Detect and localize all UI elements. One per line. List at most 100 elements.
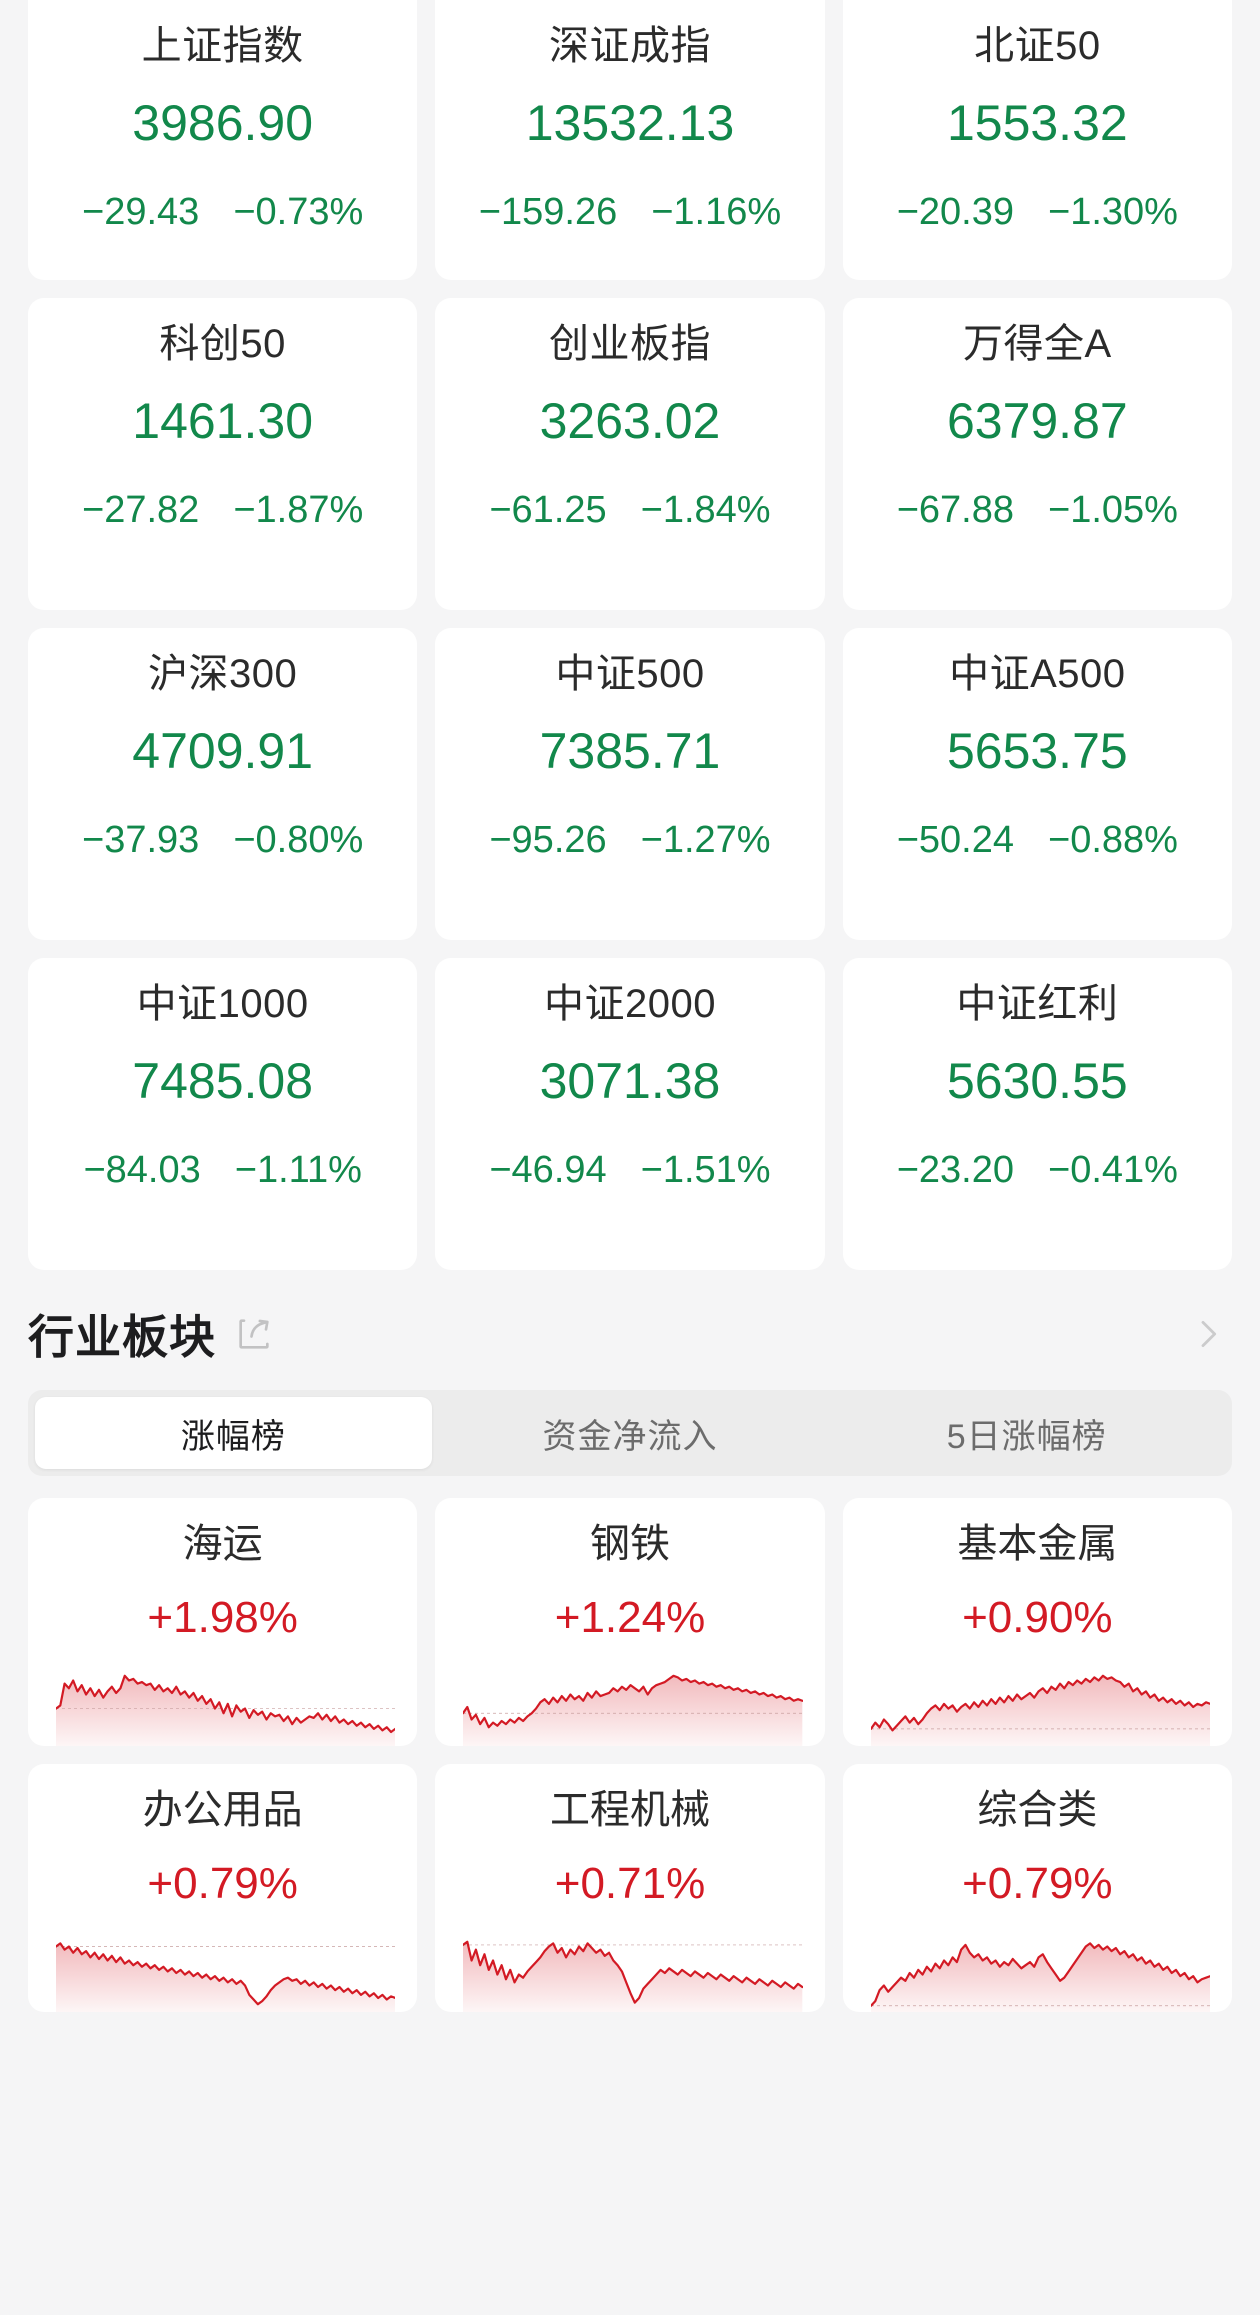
section-title: 行业板块 [28,1311,216,1363]
index-change-absolute: −20.39 [896,191,1014,233]
index-name: 中证红利 [956,982,1119,1026]
tab-1[interactable]: 资金净流入 [542,1417,718,1456]
sector-sparkline [870,1668,1210,1746]
sector-sparkline [463,1668,803,1746]
sector-card[interactable]: 基本金属 +0.90% [842,1498,1232,1746]
index-card[interactable]: 中证1000 7485.08 −84.03 −1.11% [28,958,418,1270]
index-name: 上证指数 [141,24,304,68]
index-change-absolute: −27.82 [82,489,200,531]
index-change-percent: −0.88% [1048,819,1178,861]
sector-name: 工程机械 [549,1788,710,1832]
external-link-icon[interactable] [234,1314,274,1354]
sector-name: 综合类 [977,1788,1098,1832]
index-change-percent: −0.41% [1048,1149,1178,1191]
index-value: 4709.91 [132,723,314,779]
index-change-percent: −1.84% [640,489,771,531]
index-name: 万得全A [962,322,1112,366]
index-name: 深证成指 [548,24,711,68]
sector-card[interactable]: 工程机械 +0.71% [435,1764,825,2012]
index-change-percent: −1.51% [640,1149,771,1191]
index-value: 7485.08 [132,1053,314,1109]
sector-card[interactable]: 办公用品 +0.79% [28,1764,418,2012]
sector-name: 钢铁 [589,1522,670,1566]
sector-grid: 海运 +1.98% 钢铁 +1.24% 基本金属 +0.90% 办公用品 +0.79% 工程机械… [0,1476,1260,2012]
index-change-absolute: −37.93 [82,819,200,861]
index-change-absolute: −23.20 [896,1149,1014,1191]
index-name: 北证50 [974,24,1101,68]
tab-0[interactable]: 涨幅榜 [35,1397,432,1469]
tab-2[interactable]: 5日涨幅榜 [946,1417,1107,1456]
index-change-row: −159.26 −1.16% [435,191,824,234]
index-change-percent: −1.16% [651,191,782,233]
sector-change-percent: +0.90% [962,1593,1113,1642]
index-name: 中证500 [555,652,705,696]
index-change-row: −50.24 −0.88% [843,819,1232,862]
index-name: 沪深300 [148,652,298,696]
index-card[interactable]: 中证红利 5630.55 −23.20 −0.41% [842,958,1232,1270]
index-change-row: −95.26 −1.27% [435,819,824,862]
index-change-percent: −1.30% [1048,191,1178,233]
index-name: 中证1000 [136,982,309,1026]
index-card[interactable]: 上证指数 3986.90 −29.43 −0.73% [28,0,418,280]
index-change-absolute: −84.03 [83,1149,201,1191]
sector-name: 海运 [182,1522,263,1566]
index-value: 3071.38 [539,1053,721,1109]
index-change-percent: −1.27% [640,819,771,861]
index-value: 7385.71 [539,723,721,779]
index-card[interactable]: 中证A500 5653.75 −50.24 −0.88% [842,628,1232,940]
index-change-row: −61.25 −1.84% [435,489,824,532]
index-card[interactable]: 深证成指 13532.13 −159.26 −1.16% [435,0,825,280]
sector-sparkline [463,1934,803,2012]
index-change-row: −20.39 −1.30% [843,191,1232,234]
index-change-percent: −1.05% [1048,489,1178,531]
sector-card[interactable]: 综合类 +0.79% [842,1764,1232,2012]
index-name: 中证A500 [949,652,1126,696]
index-value: 13532.13 [525,95,735,151]
sector-name: 基本金属 [957,1522,1118,1566]
sector-card[interactable]: 钢铁 +1.24% [435,1498,825,1746]
index-card[interactable]: 北证50 1553.32 −20.39 −1.30% [842,0,1232,280]
index-change-absolute: −159.26 [478,191,618,233]
index-change-absolute: −29.43 [82,191,200,233]
index-value: 1461.30 [132,393,314,449]
index-change-row: −46.94 −1.51% [435,1149,824,1192]
index-card[interactable]: 创业板指 3263.02 −61.25 −1.84% [435,298,825,610]
index-name: 中证2000 [544,982,716,1026]
sector-sparkline [870,1934,1210,2012]
sector-change-percent: +1.98% [147,1593,298,1642]
sector-card[interactable]: 海运 +1.98% [28,1498,418,1746]
index-change-percent: −1.87% [233,489,364,531]
index-change-percent: −1.11% [234,1149,362,1191]
index-value: 6379.87 [946,393,1128,449]
index-card[interactable]: 科创50 1461.30 −27.82 −1.87% [28,298,418,610]
index-card[interactable]: 中证2000 3071.38 −46.94 −1.51% [435,958,825,1270]
index-grid: 上证指数 3986.90 −29.43 −0.73% 深证成指 13532.13 −159.… [28,0,1232,1270]
sector-change-percent: +0.71% [554,1859,706,1908]
sector-name: 办公用品 [142,1788,303,1832]
index-change-absolute: −61.25 [489,489,607,531]
sector-sparkline [56,1668,396,1746]
index-change-row: −84.03 −1.11% [28,1149,417,1192]
index-change-row: −23.20 −0.41% [843,1149,1232,1192]
index-change-absolute: −67.88 [896,489,1014,531]
index-value: 3263.02 [539,393,721,449]
index-card[interactable]: 万得全A 6379.87 −67.88 −1.05% [842,298,1232,610]
index-value: 5630.55 [946,1053,1128,1109]
index-card[interactable]: 沪深300 4709.91 −37.93 −0.80% [28,628,418,940]
index-name: 科创50 [159,322,286,366]
index-name: 创业板指 [548,322,711,366]
index-change-percent: −0.80% [233,819,364,861]
index-change-percent: −0.73% [233,191,364,233]
index-change-absolute: −95.26 [489,819,607,861]
chevron-right-icon[interactable] [1188,1314,1232,1354]
index-change-absolute: −50.24 [896,819,1014,861]
index-value: 5653.75 [946,723,1128,779]
index-value: 1553.32 [946,95,1128,151]
index-card[interactable]: 中证500 7385.71 −95.26 −1.27% [435,628,825,940]
index-change-row: −27.82 −1.87% [28,489,417,532]
index-change-row: −67.88 −1.05% [843,489,1232,532]
index-change-absolute: −46.94 [489,1149,607,1191]
index-change-row: −37.93 −0.80% [28,819,417,862]
sector-change-percent: +0.79% [962,1859,1113,1908]
